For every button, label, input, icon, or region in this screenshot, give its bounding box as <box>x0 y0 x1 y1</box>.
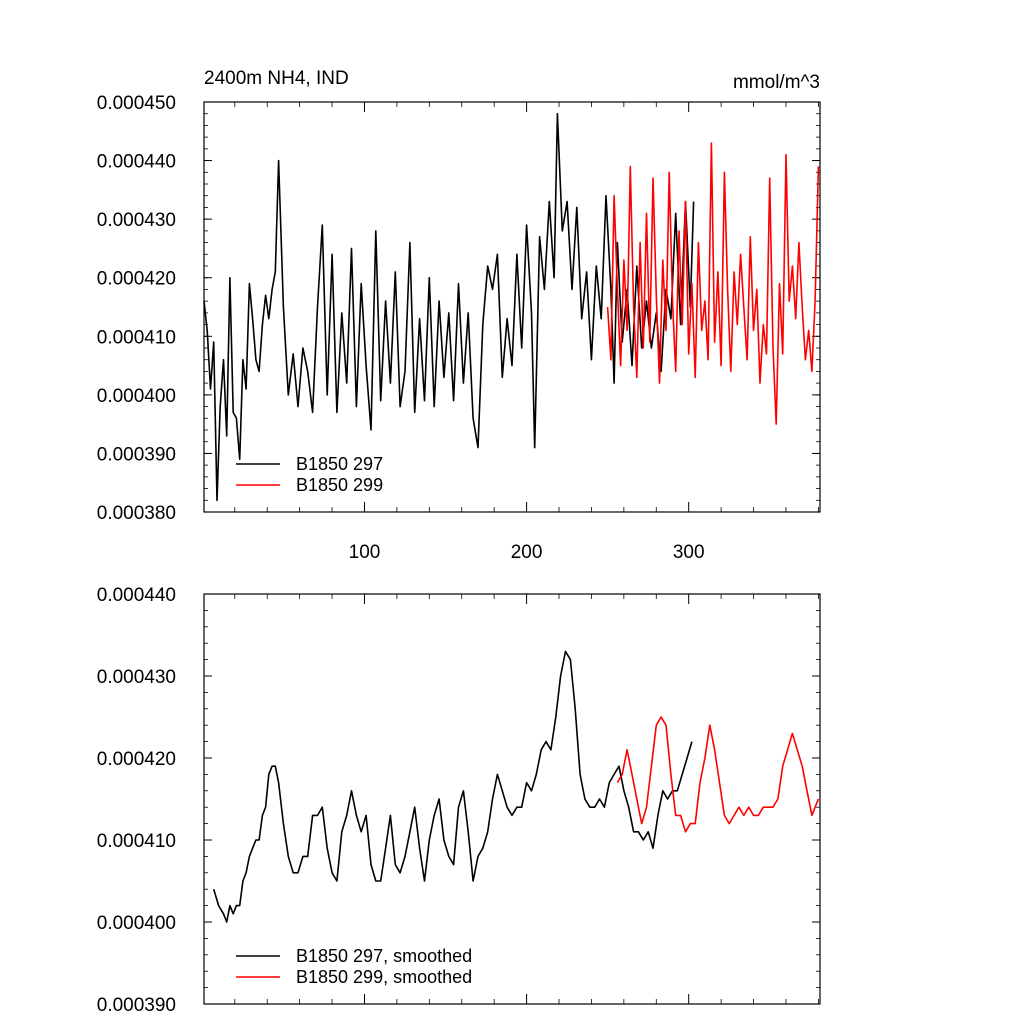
legend-label: B1850 299 <box>296 475 383 495</box>
y-tick-label: 0.000430 <box>97 667 176 688</box>
y-tick-label: 0.000450 <box>97 93 176 114</box>
y-tick-label: 0.000410 <box>97 831 176 852</box>
series-line-b1850-297 <box>203 112 695 502</box>
y-tick-label: 0.000440 <box>97 152 176 173</box>
top-panel-title-left: 2400m NH4, IND <box>204 68 349 89</box>
y-tick-label: 0.000390 <box>97 444 176 465</box>
y-tick-label: 0.000420 <box>97 269 176 290</box>
top-panel-frame <box>203 101 821 513</box>
top-panel-title-right: mmol/m^3 <box>733 72 820 93</box>
y-tick-label: 0.000390 <box>97 995 176 1016</box>
top-panel-series <box>203 112 820 502</box>
legend-label: B1850 299, smoothed <box>296 967 472 987</box>
bottom-panel-frame <box>203 593 821 1005</box>
series-line-b1850-299 <box>606 142 820 425</box>
bottom-panel-series <box>212 650 820 923</box>
top-panel-ticks: 0.000380 0.000390 0.000400 0.000410 0.000420… <box>97 93 820 563</box>
legend-label: B1850 297, smoothed <box>296 946 472 966</box>
x-tick-label: 200 <box>511 542 543 563</box>
y-tick-label: 0.000430 <box>97 210 176 231</box>
series-line-b1850-297-smoothed <box>212 650 693 923</box>
legend-label: B1850 297 <box>296 454 383 474</box>
y-tick-label: 0.000400 <box>97 913 176 934</box>
series-line-b1850-299-smoothed <box>616 716 820 833</box>
y-tick-label: 0.000420 <box>97 749 176 770</box>
x-tick-label: 100 <box>349 542 381 563</box>
y-tick-label: 0.000400 <box>97 386 176 407</box>
y-tick-label: 0.000380 <box>97 503 176 524</box>
top-panel: 2400m NH4, IND mmol/m^3 0.000380 0.000390… <box>97 68 821 563</box>
x-tick-label: 300 <box>673 542 705 563</box>
y-tick-label: 0.000440 <box>97 585 176 606</box>
bottom-panel: 0.000390 0.000400 0.000410 0.000420 0.000430… <box>97 585 821 1016</box>
y-tick-label: 0.000410 <box>97 327 176 348</box>
